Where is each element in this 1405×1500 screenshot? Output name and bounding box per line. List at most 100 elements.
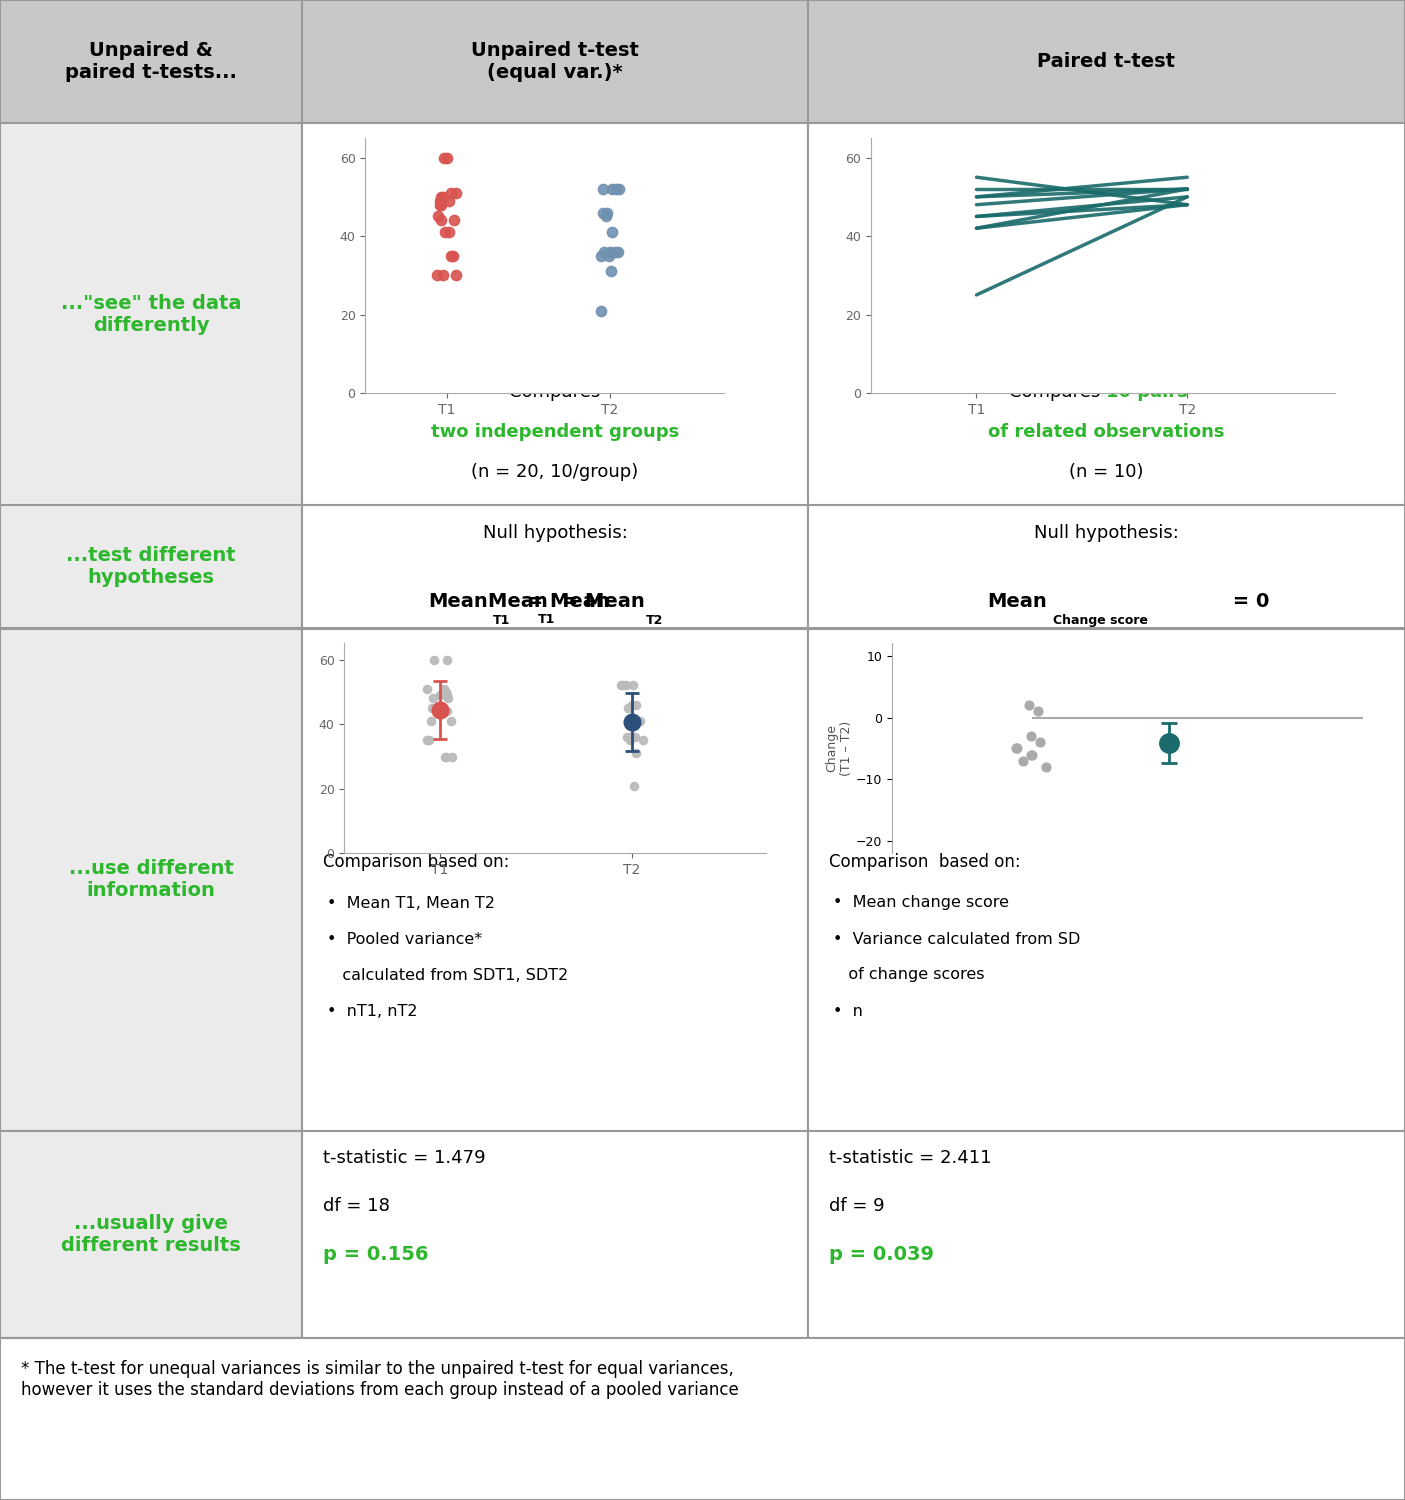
- Point: [1006, 736, 1028, 760]
- Text: Mean: Mean: [489, 592, 555, 610]
- Text: = Mean: = Mean: [520, 592, 610, 610]
- Text: Unpaired &
paired t-tests...: Unpaired & paired t-tests...: [65, 40, 237, 82]
- Point: [593, 240, 615, 264]
- Text: ..."see" the data
differently: ..."see" the data differently: [60, 294, 242, 334]
- Point: [624, 741, 646, 765]
- Point: [610, 674, 632, 698]
- Point: [625, 693, 648, 717]
- Bar: [302, 628, 808, 1131]
- Text: = Mean: = Mean: [555, 592, 645, 610]
- Point: [437, 687, 459, 711]
- Point: [631, 729, 653, 753]
- Point: [440, 182, 462, 206]
- Point: [628, 710, 651, 734]
- Point: [431, 680, 454, 703]
- Point: [434, 220, 457, 245]
- Text: df = 18: df = 18: [323, 1197, 391, 1215]
- Bar: [302, 123, 808, 506]
- Point: [436, 146, 458, 170]
- Point: [617, 696, 639, 720]
- Bar: [302, 1131, 808, 1338]
- Text: p = 0.039: p = 0.039: [829, 1245, 934, 1264]
- Point: [443, 243, 465, 267]
- Bar: [0, 628, 302, 1131]
- Text: Compares: Compares: [510, 384, 600, 402]
- Point: [430, 209, 452, 232]
- Text: (n = 10): (n = 10): [1069, 462, 1144, 480]
- Point: [417, 729, 440, 753]
- Text: ...use different
information: ...use different information: [69, 859, 233, 900]
- Point: [434, 744, 457, 768]
- Point: [434, 744, 457, 768]
- Bar: [0, 0, 302, 123]
- Point: [592, 177, 614, 201]
- Point: [615, 674, 638, 698]
- Point: [1012, 748, 1034, 772]
- Text: 10 pairs: 10 pairs: [1107, 384, 1189, 402]
- Bar: [808, 1131, 1405, 1338]
- Point: [599, 240, 621, 264]
- Point: [1005, 736, 1027, 760]
- Text: •  Mean change score: • Mean change score: [833, 896, 1009, 910]
- Point: [604, 177, 627, 201]
- Text: •  nT1, nT2: • nT1, nT2: [327, 1004, 417, 1019]
- Point: [434, 680, 457, 703]
- Text: p = 0.156: p = 0.156: [323, 1245, 429, 1264]
- Bar: [0, 506, 302, 628]
- Point: [416, 676, 438, 700]
- Text: * The t-test for unequal variances is similar to the unpaired t-test for equal v: * The t-test for unequal variances is si…: [21, 1360, 739, 1400]
- Text: T2: T2: [646, 615, 663, 627]
- Point: [590, 243, 613, 267]
- Text: ...test different
hypotheses: ...test different hypotheses: [66, 546, 236, 588]
- Text: two independent groups: two independent groups: [431, 423, 679, 441]
- Point: [444, 182, 466, 206]
- Point: [618, 724, 641, 748]
- Point: [611, 674, 634, 698]
- Point: [437, 220, 459, 245]
- Bar: [0, 1131, 302, 1338]
- Point: [436, 682, 458, 706]
- Text: t-statistic = 1.479: t-statistic = 1.479: [323, 1149, 486, 1167]
- Text: Compares: Compares: [1009, 384, 1107, 402]
- Point: [430, 184, 452, 209]
- Point: [624, 724, 646, 748]
- Point: [443, 209, 465, 232]
- Text: Change score: Change score: [1054, 615, 1148, 627]
- Text: df = 9: df = 9: [829, 1197, 885, 1215]
- Point: [607, 177, 629, 201]
- Point: [615, 724, 638, 748]
- Point: [429, 699, 451, 723]
- Point: [621, 693, 643, 717]
- Text: Mean: Mean: [988, 592, 1047, 610]
- Bar: [302, 0, 808, 123]
- Point: [618, 729, 641, 753]
- Bar: [0, 1338, 1405, 1500]
- Point: [422, 687, 444, 711]
- Point: [600, 260, 622, 284]
- Bar: [808, 0, 1405, 123]
- Point: [431, 184, 454, 209]
- Bar: [808, 123, 1405, 506]
- Point: [423, 648, 445, 672]
- Text: T1: T1: [538, 614, 555, 626]
- Point: [429, 192, 451, 216]
- Text: •  n: • n: [833, 1004, 863, 1019]
- Point: [597, 243, 620, 267]
- Text: of related observations: of related observations: [988, 423, 1225, 441]
- Point: [1020, 742, 1043, 766]
- Point: [429, 189, 451, 213]
- Text: Comparison based on:: Comparison based on:: [323, 853, 510, 871]
- Point: [436, 699, 458, 723]
- Text: calculated from SDT1, SDT2: calculated from SDT1, SDT2: [327, 968, 569, 982]
- Point: [440, 710, 462, 734]
- Text: Null hypothesis:: Null hypothesis:: [482, 524, 628, 542]
- Point: [607, 240, 629, 264]
- Point: [437, 189, 459, 213]
- Text: •  Pooled variance*: • Pooled variance*: [327, 932, 482, 946]
- Text: Mean: Mean: [429, 592, 489, 610]
- Point: [416, 729, 438, 753]
- Point: [590, 298, 613, 322]
- Point: [436, 648, 458, 672]
- Text: T1: T1: [493, 615, 510, 627]
- Point: [1020, 724, 1043, 748]
